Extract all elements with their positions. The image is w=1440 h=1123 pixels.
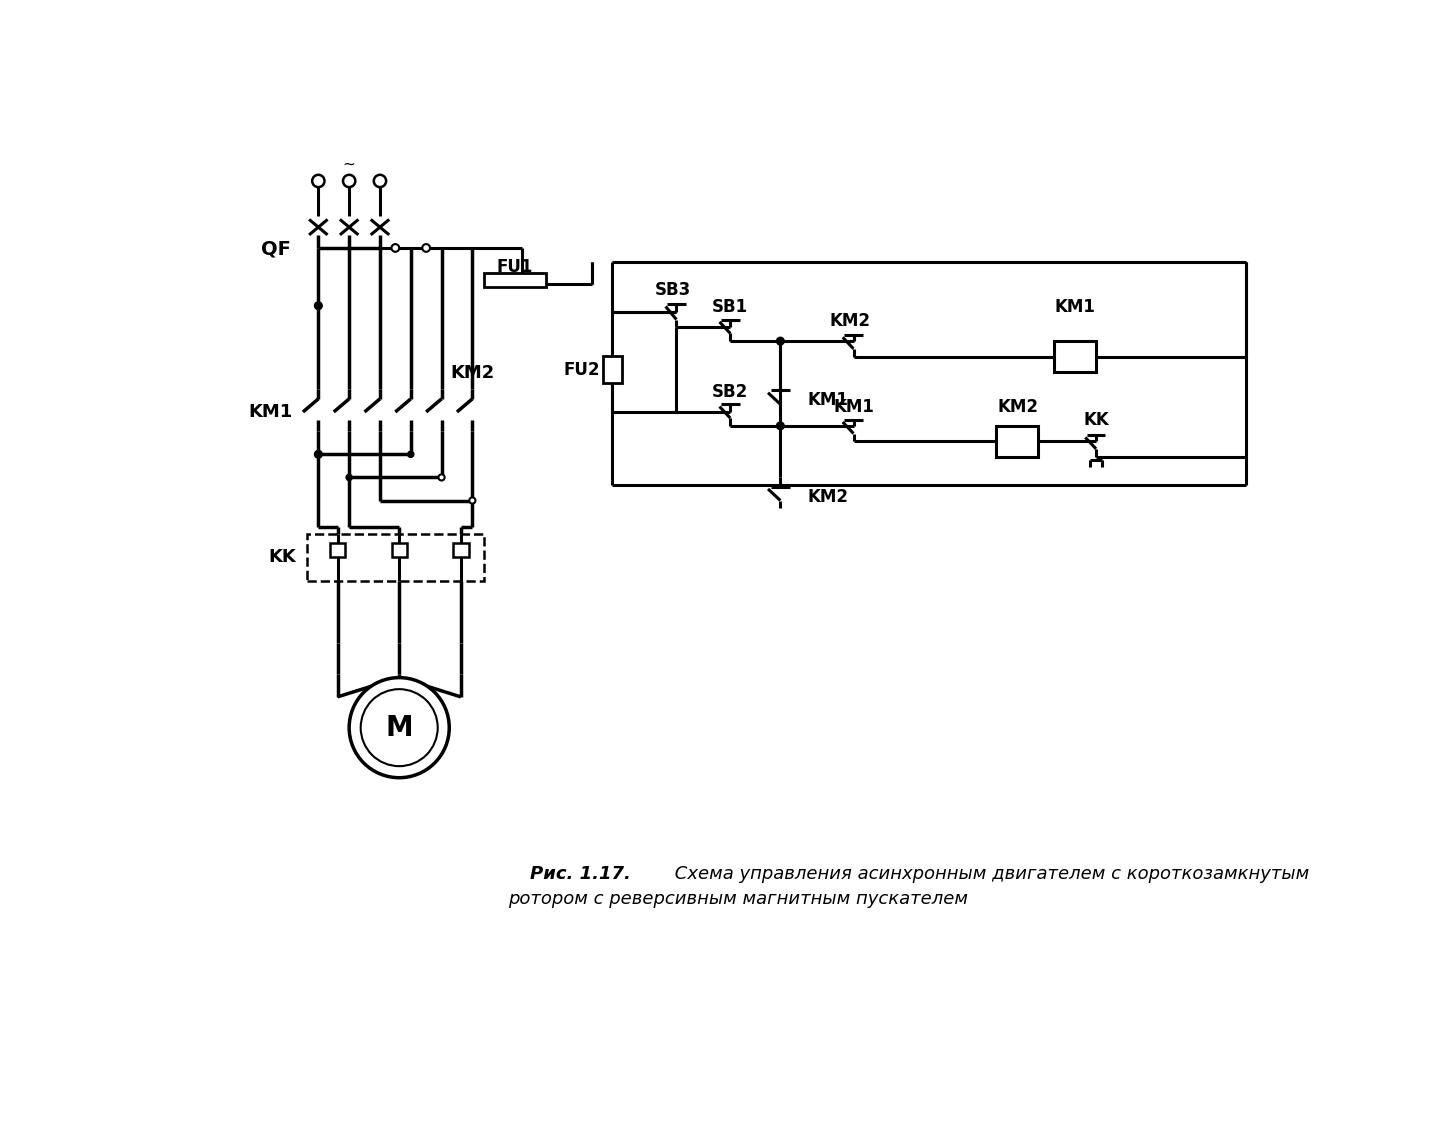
Circle shape	[346, 474, 353, 481]
Text: KM2: KM2	[829, 312, 870, 330]
Text: FU1: FU1	[497, 258, 533, 276]
Text: KM1: KM1	[249, 403, 292, 421]
Text: KK: KK	[268, 548, 297, 566]
Bar	[603, 356, 622, 383]
Circle shape	[776, 422, 785, 430]
Text: KM2: KM2	[451, 365, 494, 383]
Circle shape	[438, 474, 445, 481]
Bar	[392, 542, 408, 557]
Text: KK: KK	[1083, 411, 1109, 429]
Circle shape	[469, 497, 475, 503]
Text: KM2: KM2	[808, 487, 848, 505]
Circle shape	[314, 450, 323, 458]
Text: KM2: KM2	[996, 399, 1038, 417]
Text: SB3: SB3	[654, 281, 691, 300]
Text: SB2: SB2	[713, 383, 749, 401]
Circle shape	[408, 451, 413, 457]
Bar	[330, 542, 346, 557]
Circle shape	[314, 302, 323, 310]
Circle shape	[422, 244, 431, 252]
Bar	[307, 533, 484, 582]
Text: ~: ~	[343, 156, 356, 172]
Circle shape	[312, 175, 324, 188]
Text: Схема управления асинхронным двигателем с короткозамкнутым: Схема управления асинхронным двигателем …	[668, 865, 1309, 883]
Bar	[484, 273, 546, 287]
Circle shape	[776, 337, 785, 345]
Text: Рис. 1.17.: Рис. 1.17.	[530, 865, 631, 883]
Text: M: M	[386, 713, 413, 741]
Bar	[996, 426, 1038, 457]
Circle shape	[392, 244, 399, 252]
Circle shape	[360, 690, 438, 766]
Bar	[1054, 341, 1096, 372]
Bar	[454, 542, 468, 557]
Circle shape	[343, 175, 356, 188]
Text: ротором с реверсивным магнитным пускателем: ротором с реверсивным магнитным пускател…	[508, 889, 968, 907]
Text: SB1: SB1	[713, 299, 749, 317]
Text: KM1: KM1	[1056, 299, 1096, 317]
Text: KM1: KM1	[808, 392, 848, 410]
Text: FU2: FU2	[563, 360, 600, 378]
Text: QF: QF	[261, 239, 291, 258]
Circle shape	[348, 677, 449, 778]
Circle shape	[374, 175, 386, 188]
Text: KM1: KM1	[834, 399, 874, 417]
